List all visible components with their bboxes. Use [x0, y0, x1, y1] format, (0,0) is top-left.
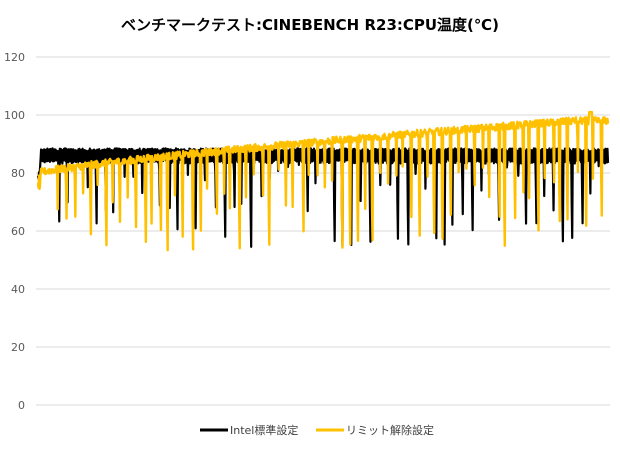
- legend: Intel標準設定 リミット解除設定: [200, 423, 434, 437]
- y-tick-label: 100: [4, 109, 25, 122]
- chart-title: ベンチマークテスト:CINEBENCH R23:CPU温度(℃): [121, 16, 499, 34]
- y-tick-label: 60: [11, 225, 25, 238]
- legend-label: Intel標準設定: [230, 423, 298, 437]
- y-tick-label: 120: [4, 51, 25, 64]
- series-layer: [36, 110, 610, 252]
- y-tick-label: 20: [11, 341, 25, 354]
- series-line-1: [36, 147, 610, 248]
- y-tick-label: 0: [18, 399, 25, 412]
- gridlines: [36, 56, 610, 406]
- series-line-2: [36, 110, 610, 252]
- y-tick-label: 80: [11, 167, 25, 180]
- y-axis-ticks: 0 20 40 60 80 100 120: [4, 51, 25, 412]
- legend-label: リミット解除設定: [346, 423, 434, 437]
- y-tick-label: 40: [11, 283, 25, 296]
